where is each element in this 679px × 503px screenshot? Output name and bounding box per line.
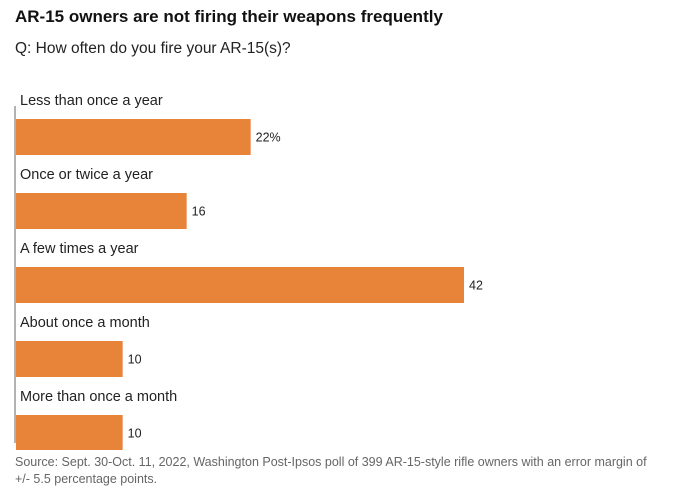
data-label: 10 [128, 427, 142, 441]
bar [16, 341, 123, 377]
bar [16, 415, 123, 450]
source-note: Source: Sept. 30-Oct. 11, 2022, Washingt… [15, 455, 647, 486]
bar-chart: Less than once a year 22% Once or twice a … [14, 93, 483, 450]
category-label: Once or twice a year [20, 167, 153, 183]
data-label: 42 [469, 279, 483, 293]
category-label: About once a month [20, 315, 150, 331]
bar [16, 193, 187, 229]
category-label: A few times a year [20, 241, 139, 257]
category-label: More than once a month [20, 389, 177, 405]
chart-subtitle: Q: How often do you fire your AR-15(s)? [15, 40, 291, 57]
chart-title: AR-15 owners are not firing their weapon… [15, 7, 443, 26]
bar [16, 267, 464, 303]
data-label: 22% [256, 131, 281, 145]
category-label: Less than once a year [20, 93, 163, 109]
data-label: 10 [128, 353, 142, 367]
data-label: 16 [192, 205, 206, 219]
bar [16, 119, 251, 155]
